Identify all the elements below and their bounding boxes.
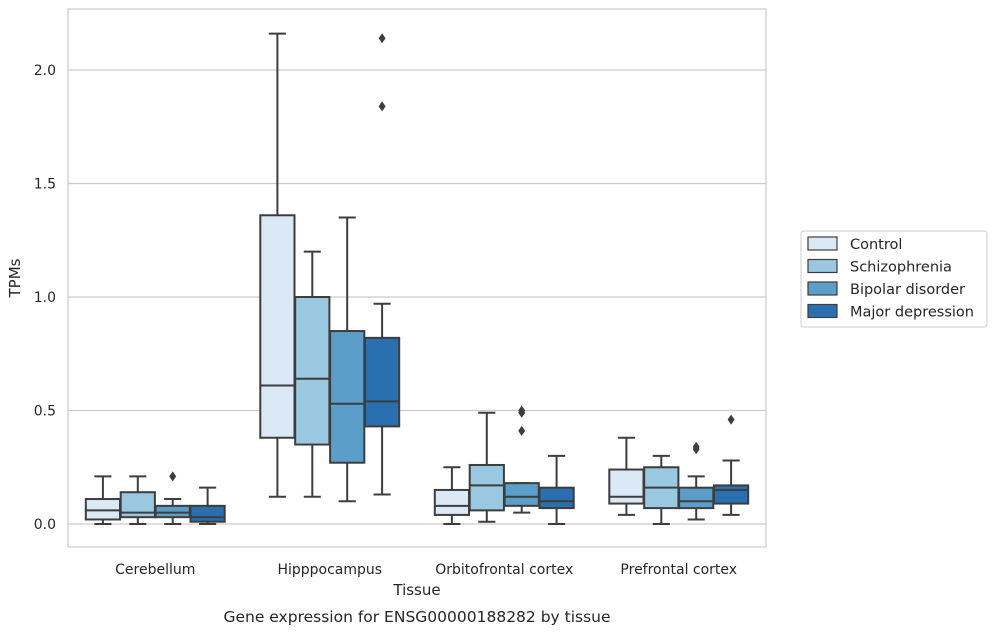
box-1-3	[363, 33, 401, 496]
box-iqr	[294, 296, 331, 446]
x-tick-labels: Cerebellum Hipppocampus Orbitofrontal cort…	[115, 562, 737, 578]
legend-item: Schizophrenia	[807, 258, 952, 276]
legend-swatch	[807, 303, 838, 319]
legend-frame	[800, 230, 988, 328]
box-3-3	[712, 414, 750, 516]
legend-swatch	[807, 258, 838, 274]
legend-swatch	[807, 281, 838, 296]
gridlines	[68, 69, 766, 525]
box-iqr	[154, 504, 191, 519]
box-iqr	[363, 336, 401, 428]
legend-label: Schizophrenia	[850, 260, 952, 276]
y-tick-label: 2.0	[34, 63, 56, 79]
box-iqr	[189, 504, 226, 523]
outlier-point	[692, 441, 700, 452]
legend-item: Bipolar disorder	[807, 281, 965, 298]
plot-area-frame	[67, 8, 767, 548]
box-1-1	[294, 250, 331, 498]
boxes	[84, 32, 750, 525]
box-3-1	[643, 454, 680, 525]
y-tick-label: 1.5	[34, 177, 56, 193]
box-iqr	[712, 484, 750, 505]
legend: Control Schizophrenia Bipolar disorder Majo…	[800, 230, 988, 328]
x-tick-label: Hipppocampus	[277, 562, 382, 578]
legend-label: Control	[850, 237, 902, 253]
legend-item: Control	[807, 236, 902, 253]
box-1-2	[329, 216, 366, 503]
y-tick-labels: 0.0 0.5 1.0 1.5 2.0	[34, 63, 56, 533]
legend-label: Bipolar disorder	[850, 282, 965, 298]
outlier-point	[518, 425, 526, 436]
box-0-1	[119, 475, 156, 525]
x-tick-label: Cerebellum	[115, 562, 195, 578]
box-iqr	[433, 488, 471, 516]
box-2-0	[433, 466, 471, 525]
box-3-0	[608, 436, 645, 516]
box-iqr	[678, 486, 715, 510]
box-iqr	[503, 482, 540, 507]
box-2-1	[468, 411, 505, 523]
x-axis-title: Tissue	[392, 581, 440, 599]
outlier-point	[518, 405, 526, 416]
box-iqr	[84, 498, 122, 521]
box-1-0	[259, 32, 296, 498]
box-iqr	[538, 486, 575, 510]
y-axis-title: TPMs	[6, 258, 24, 298]
outlier-point	[378, 101, 386, 112]
y-tick-label: 0.5	[34, 404, 56, 420]
outlier-point	[169, 471, 177, 482]
x-tick-label: Orbitofrontal cortex	[435, 562, 573, 578]
box-3-2	[678, 441, 715, 521]
box-2-2	[503, 405, 540, 514]
box-iqr	[329, 330, 366, 464]
chart-caption: Gene expression for ENSG00000188282 by t…	[223, 608, 610, 626]
box-0-2	[154, 471, 191, 525]
y-tick-label: 1.0	[34, 290, 56, 306]
box-iqr	[259, 214, 296, 439]
legend-swatch	[807, 236, 838, 251]
outlier-point	[378, 33, 386, 44]
y-tick-label: 0.0	[34, 517, 56, 533]
box-2-3	[538, 454, 575, 525]
legend-item: Major depression	[807, 303, 974, 321]
box-iqr	[468, 463, 505, 512]
box-iqr	[608, 468, 645, 505]
x-tick-label: Prefrontal cortex	[620, 562, 737, 578]
box-0-0	[84, 475, 122, 525]
legend-label: Major depression	[850, 305, 974, 321]
box-0-3	[189, 486, 226, 525]
outlier-point	[727, 414, 735, 425]
